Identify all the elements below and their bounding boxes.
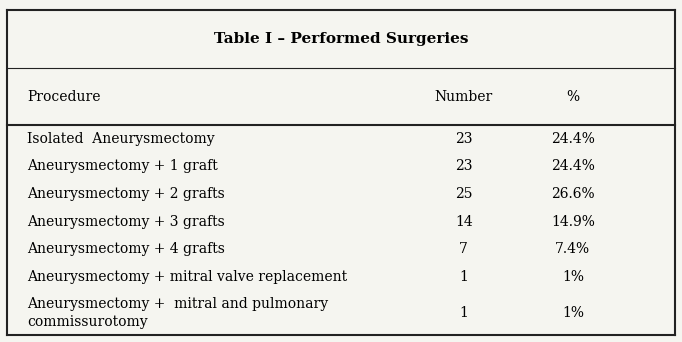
Text: 14.9%: 14.9%: [551, 215, 595, 229]
Text: 23: 23: [455, 132, 473, 146]
Text: 24.4%: 24.4%: [551, 159, 595, 173]
Text: 1%: 1%: [562, 306, 584, 320]
Text: 7: 7: [459, 242, 469, 256]
Text: Aneurysmectomy + 2 grafts: Aneurysmectomy + 2 grafts: [27, 187, 225, 201]
Text: 7.4%: 7.4%: [555, 242, 591, 256]
Text: Aneurysmectomy + 3 grafts: Aneurysmectomy + 3 grafts: [27, 215, 225, 229]
Text: %: %: [566, 90, 580, 104]
Text: Aneurysmectomy + mitral valve replacement: Aneurysmectomy + mitral valve replacemen…: [27, 270, 347, 284]
Text: Aneurysmectomy +  mitral and pulmonary
commissurotomy: Aneurysmectomy + mitral and pulmonary co…: [27, 297, 329, 329]
Text: Number: Number: [434, 90, 493, 104]
Text: Procedure: Procedure: [27, 90, 101, 104]
Text: 23: 23: [455, 159, 473, 173]
Text: 1: 1: [459, 306, 469, 320]
Text: 24.4%: 24.4%: [551, 132, 595, 146]
Text: 25: 25: [455, 187, 473, 201]
Text: Isolated  Aneurysmectomy: Isolated Aneurysmectomy: [27, 132, 215, 146]
Text: Aneurysmectomy + 4 grafts: Aneurysmectomy + 4 grafts: [27, 242, 225, 256]
Text: Aneurysmectomy + 1 graft: Aneurysmectomy + 1 graft: [27, 159, 218, 173]
Text: Table I – Performed Surgeries: Table I – Performed Surgeries: [213, 32, 469, 46]
Text: 1%: 1%: [562, 270, 584, 284]
Text: 14: 14: [455, 215, 473, 229]
Text: 1: 1: [459, 270, 469, 284]
Text: 26.6%: 26.6%: [551, 187, 595, 201]
